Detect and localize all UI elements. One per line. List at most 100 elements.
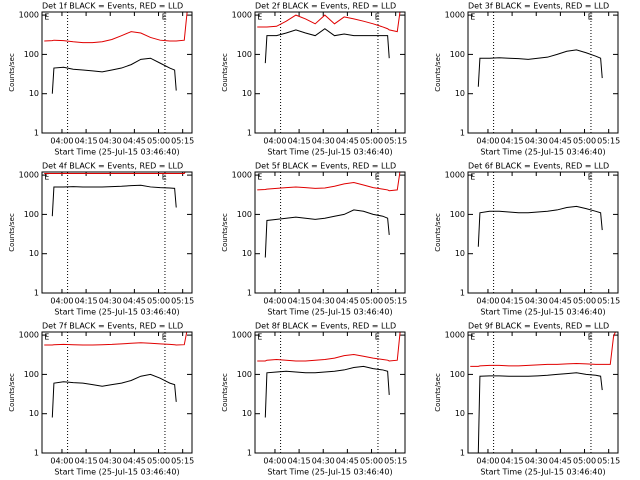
y-tick-label: 1000 [19,171,39,180]
chart-title: Det 3f BLACK = Events, RED = LLD [468,2,609,11]
y-tick-label: 10 [242,89,252,98]
x-tick-label: 05:00 [573,457,596,466]
x-tick-label: 04:00 [50,297,73,306]
panel: Det 3f BLACK = Events, RED = LLD Start Ti… [434,2,620,157]
plot-frame [41,11,193,134]
data-line [44,332,188,346]
annotation: E [470,333,475,342]
y-axis-label: Counts/sec [8,373,16,412]
plot-frame [467,11,619,134]
x-tick-label: 04:45 [123,297,146,306]
x-tick-label: 05:15 [171,457,194,466]
x-axis-label: Start Time (25-Jul-15 03:46:40) [267,308,392,317]
y-axis-label: Counts/sec [434,53,442,92]
annotation: E [375,173,380,182]
annotation: E [588,333,593,342]
x-tick-label: 04:30 [99,137,122,146]
x-tick-label: 04:45 [549,297,572,306]
x-tick-label: 05:00 [573,297,596,306]
data-line [477,372,603,453]
y-tick-label: 10 [242,249,252,258]
x-axis-label: Start Time (25-Jul-15 03:46:40) [480,468,605,477]
data-line [470,332,616,367]
chart-title: Det 9f BLACK = Events, RED = LLD [468,322,609,331]
plot-frame [254,331,406,454]
annotation: E [470,173,475,182]
x-tick-label: 05:00 [360,137,383,146]
y-tick-label: 1000 [232,11,252,20]
data-line [264,28,390,64]
data-line [44,172,186,174]
y-axis-label: Counts/sec [221,213,229,252]
data-line [51,57,177,94]
y-tick-label: 1 [34,449,39,458]
x-tick-label: 05:15 [171,297,194,306]
x-tick-label: 04:15 [501,297,524,306]
x-axis-label: Start Time (25-Jul-15 03:46:40) [54,148,179,157]
annotation: E [375,13,380,22]
x-tick-label: 05:00 [360,297,383,306]
x-tick-label: 04:15 [75,297,98,306]
x-tick-label: 04:15 [288,137,311,146]
x-tick-label: 04:30 [99,297,122,306]
y-tick-label: 10 [29,89,39,98]
x-tick-label: 04:15 [288,297,311,306]
x-axis-label: Start Time (25-Jul-15 03:46:40) [480,148,605,157]
data-line [264,209,390,258]
x-tick-label: 04:00 [50,137,73,146]
y-tick-label: 10 [29,249,39,258]
panel: Det 4f BLACK = Events, RED = LLD Start Ti… [8,162,194,317]
x-tick-label: 05:00 [147,137,170,146]
plot-frame [467,171,619,294]
x-axis-label: Start Time (25-Jul-15 03:46:40) [54,468,179,477]
y-tick-label: 100 [237,370,252,379]
x-tick-label: 04:45 [123,137,146,146]
y-tick-label: 1000 [232,171,252,180]
annotation: E [375,333,380,342]
annotation: E [257,333,262,342]
y-tick-label: 10 [242,409,252,418]
y-tick-label: 1 [247,129,252,138]
y-axis-label: Counts/sec [8,213,16,252]
y-tick-label: 100 [237,50,252,59]
x-tick-label: 05:00 [573,137,596,146]
x-axis-label: Start Time (25-Jul-15 03:46:40) [267,468,392,477]
x-tick-label: 04:30 [312,137,335,146]
x-tick-label: 05:15 [597,137,620,146]
y-tick-label: 100 [24,370,39,379]
annotation: E [588,13,593,22]
chart-title: Det 6f BLACK = Events, RED = LLD [468,162,609,171]
y-tick-label: 1000 [445,171,465,180]
y-tick-label: 1 [34,289,39,298]
y-tick-label: 1000 [445,331,465,340]
x-tick-label: 04:00 [263,457,286,466]
y-axis-label: Counts/sec [434,373,442,412]
y-axis-label: Counts/sec [8,53,16,92]
y-tick-label: 1 [247,289,252,298]
x-tick-label: 05:15 [597,297,620,306]
chart-title: Det 2f BLACK = Events, RED = LLD [255,2,396,11]
x-axis-label: Start Time (25-Jul-15 03:46:40) [54,308,179,317]
x-tick-label: 04:30 [312,297,335,306]
x-tick-label: 05:15 [384,297,407,306]
x-tick-label: 04:30 [525,137,548,146]
x-tick-label: 04:00 [50,457,73,466]
x-tick-label: 04:45 [336,297,359,306]
annotation: E [257,13,262,22]
data-line [477,49,603,87]
panel: Det 2f BLACK = Events, RED = LLD Start Ti… [221,2,407,157]
x-tick-label: 04:00 [476,137,499,146]
chart-title: Det 1f BLACK = Events, RED = LLD [42,2,183,11]
plot-frame [41,331,193,454]
annotation: E [257,173,262,182]
annotation: E [162,13,167,22]
x-tick-label: 05:15 [597,457,620,466]
data-line [257,332,401,362]
plot-frame [254,11,406,134]
y-tick-label: 10 [29,409,39,418]
y-tick-label: 100 [450,210,465,219]
y-tick-label: 1 [247,449,252,458]
y-tick-label: 1 [460,449,465,458]
annotation: E [44,333,49,342]
